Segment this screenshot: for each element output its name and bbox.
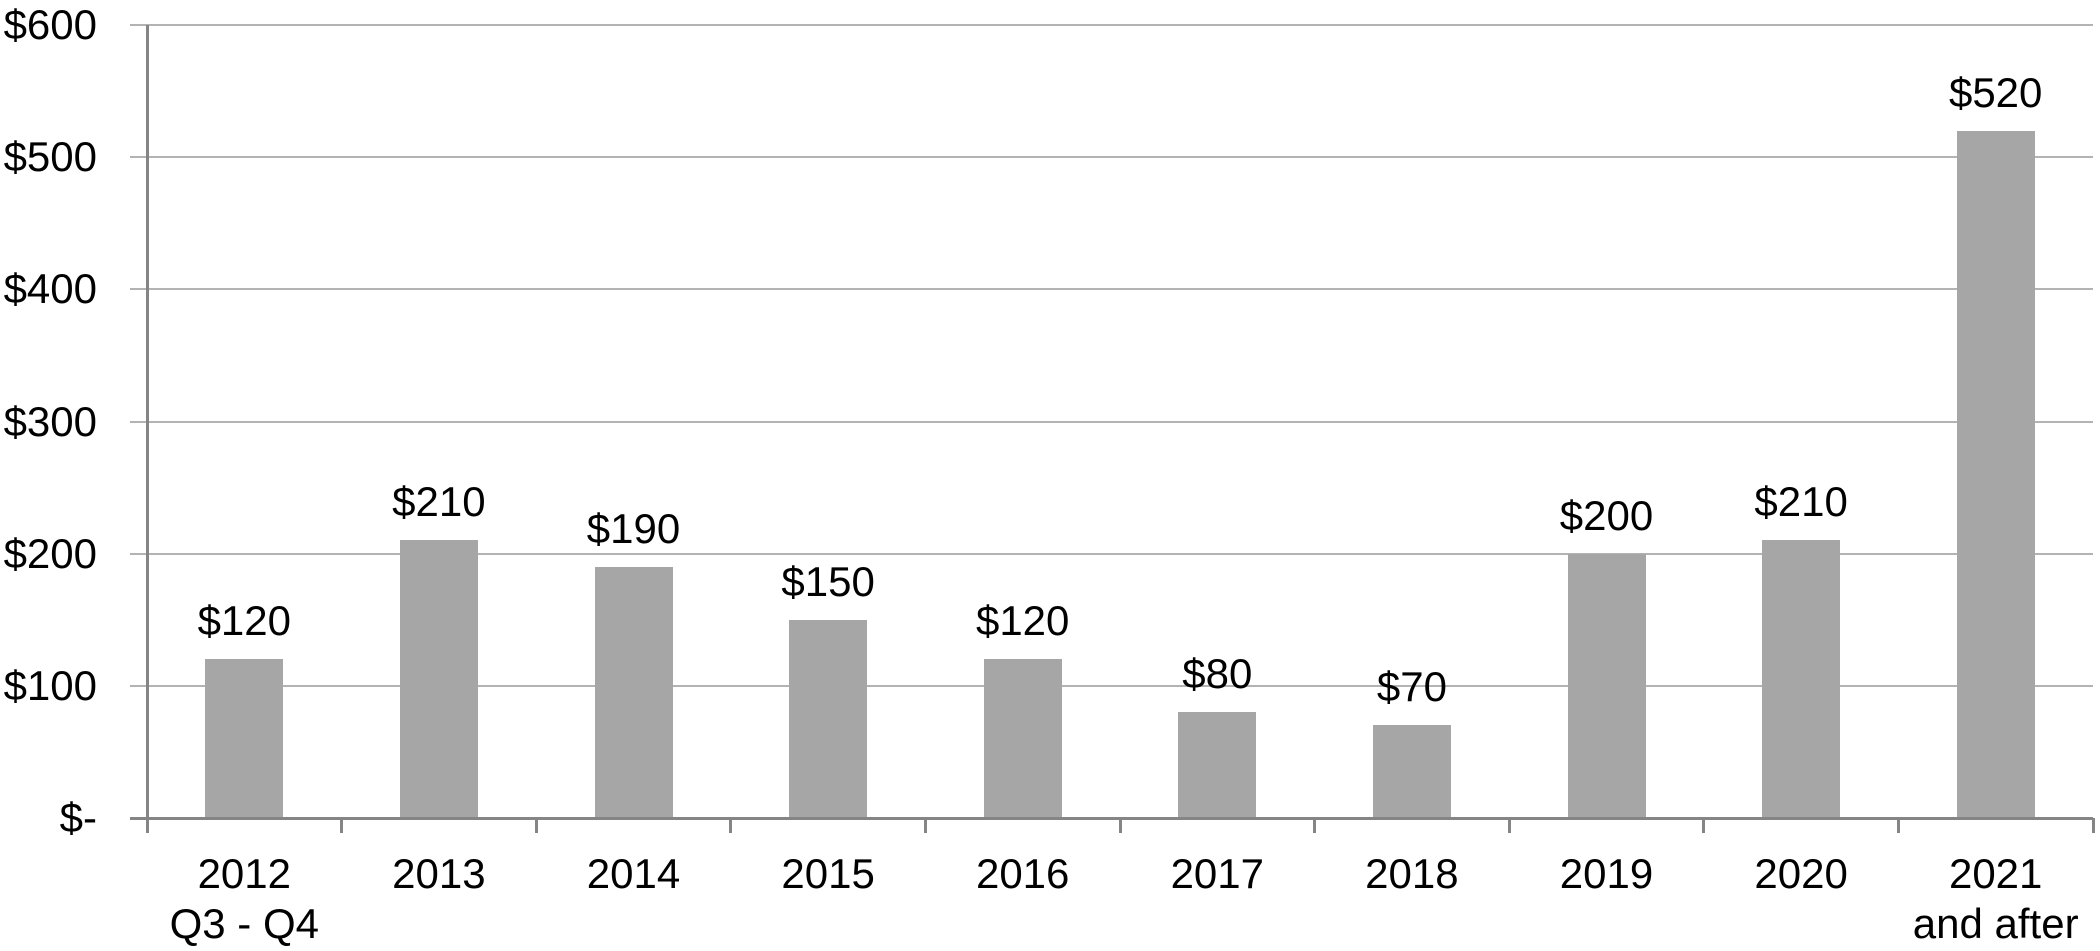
bar-value-label: $190 bbox=[586, 504, 681, 552]
gridline bbox=[130, 288, 2093, 291]
bar bbox=[399, 540, 478, 818]
category-label-line1: 2018 bbox=[1365, 850, 1459, 897]
y-axis-tick-label: $500 bbox=[3, 133, 97, 181]
bar-value-label: $200 bbox=[1559, 491, 1654, 539]
x-axis-tick bbox=[1313, 818, 1317, 833]
category-label-line1: 2013 bbox=[392, 850, 486, 897]
category-label-line1: 2012 bbox=[197, 850, 292, 897]
y-axis-tick-label: $400 bbox=[3, 265, 97, 313]
x-axis-line bbox=[130, 816, 2093, 820]
x-axis-category-label: 2021 and after bbox=[1898, 849, 2093, 949]
category-label-line1: 2021 bbox=[1948, 850, 2043, 897]
x-axis-category-label: 2013 bbox=[342, 849, 537, 899]
x-axis-category-label: 2018 bbox=[1315, 849, 1510, 899]
bar-value-label: $120 bbox=[975, 597, 1070, 645]
x-axis-tick bbox=[1118, 818, 1122, 833]
x-axis-tick bbox=[1702, 818, 1706, 833]
x-axis-tick bbox=[923, 818, 927, 833]
x-axis-tick bbox=[2091, 818, 2095, 833]
x-axis-category-label: 2012 Q3 - Q4 bbox=[147, 849, 342, 949]
bar bbox=[983, 659, 1062, 818]
category-label-line1: 2019 bbox=[1559, 850, 1654, 897]
bar bbox=[789, 619, 868, 818]
y-axis-tick-label: $200 bbox=[3, 529, 97, 577]
x-axis-category-label: 2016 bbox=[925, 849, 1120, 899]
category-label-line2: Q3 - Q4 bbox=[169, 900, 319, 947]
category-label-line1: 2014 bbox=[586, 850, 681, 897]
x-axis-tick bbox=[729, 818, 733, 833]
bar-value-label: $210 bbox=[1754, 478, 1848, 526]
category-label-line1: 2017 bbox=[1170, 850, 1265, 897]
bar bbox=[1567, 553, 1646, 818]
x-axis-tick bbox=[534, 818, 538, 833]
gridline bbox=[130, 420, 2093, 423]
bar-value-label: $210 bbox=[392, 478, 486, 526]
y-axis-tick-label: $300 bbox=[3, 397, 97, 445]
category-label-line1: 2020 bbox=[1754, 850, 1848, 897]
bar-value-label: $120 bbox=[197, 597, 292, 645]
gridline bbox=[130, 156, 2093, 159]
x-axis-tick bbox=[1896, 818, 1900, 833]
y-axis-tick-label: $600 bbox=[3, 1, 97, 48]
bar-value-label: $150 bbox=[781, 557, 875, 605]
gridline bbox=[130, 24, 2093, 26]
x-axis-category-label: 2014 bbox=[536, 849, 731, 899]
gridline bbox=[130, 552, 2093, 555]
x-axis-category-label: 2019 bbox=[1509, 849, 1704, 899]
y-axis-line bbox=[145, 25, 149, 833]
gridline bbox=[130, 684, 2093, 687]
bar bbox=[1372, 725, 1451, 818]
bar bbox=[1178, 712, 1257, 818]
bar-value-label: $70 bbox=[1376, 663, 1447, 711]
bar bbox=[594, 566, 673, 818]
bar bbox=[205, 659, 284, 818]
category-label-line1: 2016 bbox=[975, 850, 1070, 897]
bar bbox=[1956, 130, 2035, 818]
x-axis-category-label: 2015 bbox=[731, 849, 926, 899]
category-label-line1: 2015 bbox=[781, 850, 875, 897]
y-axis-tick-label: $- bbox=[59, 794, 97, 841]
x-axis-tick bbox=[1507, 818, 1511, 833]
y-axis-tick-label: $100 bbox=[3, 661, 97, 709]
x-axis-tick bbox=[340, 818, 344, 833]
bar bbox=[1762, 540, 1841, 818]
x-axis-category-label: 2017 bbox=[1120, 849, 1315, 899]
bar-value-label: $80 bbox=[1182, 650, 1253, 698]
bar-value-label: $520 bbox=[1948, 68, 2043, 116]
x-axis-category-label: 2020 bbox=[1704, 849, 1899, 899]
category-label-line2: and after bbox=[1912, 900, 2079, 947]
